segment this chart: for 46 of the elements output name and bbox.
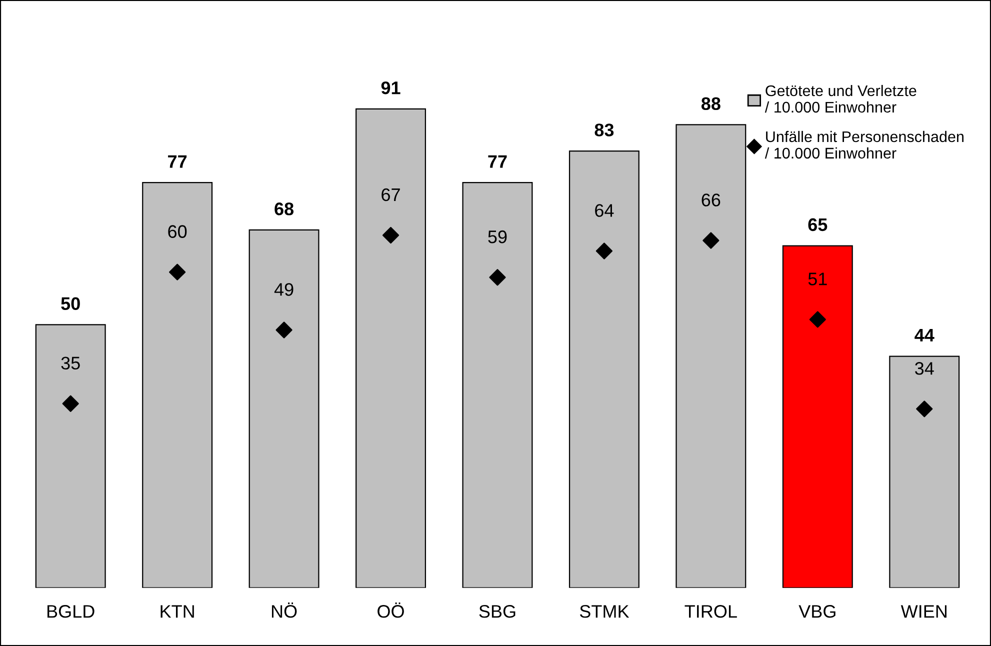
data-label: 59 [488,230,507,244]
x-tick-label: NÖ [272,602,297,618]
data-label: 66 [702,194,720,206]
bar [462,182,533,588]
data-label: 49 [274,283,294,296]
data-label: 34 [915,362,934,375]
bar [356,108,426,588]
point [382,226,400,244]
x-tick-label: SBG [479,605,516,618]
x-tick-label: TIROL [684,605,737,618]
point [596,242,613,260]
point [809,311,826,328]
data-label: 88 [701,97,720,110]
x-tick-label: VBG [798,605,836,618]
data-label: 51 [808,272,827,286]
data-label: 67 [382,188,400,202]
x-tick-label: OÖ [378,602,404,618]
data-label: 77 [488,155,507,168]
bar [889,356,960,588]
legend-label: Unfälle mit Personenschaden / 10.000 Einwohner [764,130,964,159]
data-label: 91 [381,81,400,94]
point [169,264,186,280]
data-label: 83 [594,124,614,136]
x-tick-label: STMK [580,605,630,618]
data-label: 68 [274,202,294,216]
x-tick-label: KTN [160,605,194,618]
data-label: 44 [914,329,934,342]
data-label: 50 [61,297,80,310]
legend-label: Getötete und Verletzte / 10.000 Einwohner [764,84,916,113]
bar [248,229,320,588]
bar [782,245,853,588]
x-tick-label: WIEN [900,605,946,618]
point [276,322,292,338]
point [916,400,933,418]
data-label: 64 [595,204,614,217]
data-label: 60 [168,225,187,238]
point [702,232,720,249]
bar [35,324,106,588]
x-tick-label: BGLD [47,605,94,618]
bar [568,150,640,588]
data-label: 77 [168,155,187,168]
bar [142,182,213,588]
point [62,395,79,412]
data-label: 65 [808,218,828,232]
data-label: 35 [61,356,80,370]
point [489,269,506,286]
